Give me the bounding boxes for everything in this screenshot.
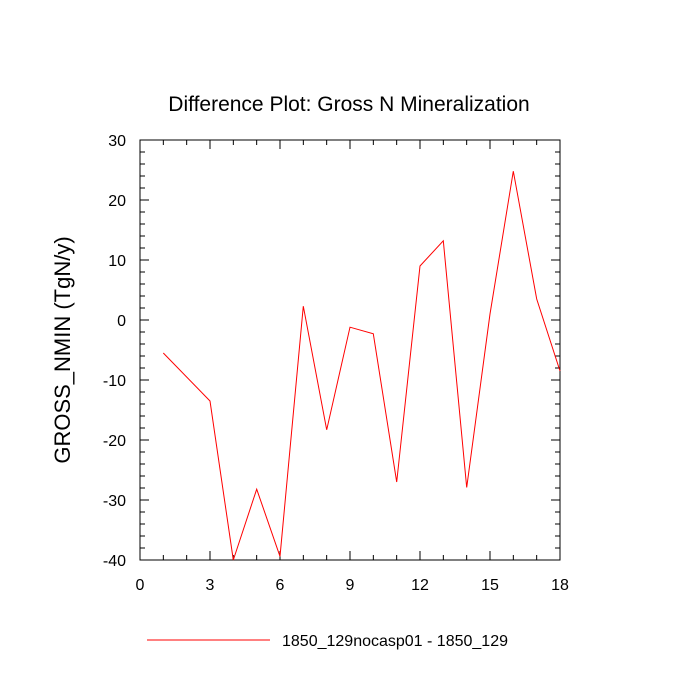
legend-label: 1850_129nocasp01 - 1850_129 xyxy=(282,633,508,650)
y-tick-label: -40 xyxy=(103,553,126,570)
y-tick-label: 10 xyxy=(108,253,126,270)
x-tick-label: 12 xyxy=(411,577,429,594)
x-tick-label: 0 xyxy=(136,577,145,594)
x-tick-label: 9 xyxy=(346,577,355,594)
x-tick-label: 3 xyxy=(206,577,215,594)
series-line-0 xyxy=(162,171,561,561)
y-tick-label: 30 xyxy=(108,133,126,150)
y-axis-label: GROSS_NMIN (TgN/y) xyxy=(50,236,75,463)
x-tick-label: 6 xyxy=(276,577,285,594)
y-tick-label: 0 xyxy=(117,313,126,330)
chart-title: Difference Plot: Gross N Mineralization xyxy=(168,93,529,116)
plot-axes: 0 3 6 9 12 15 18 -40 -30 -20 -10 0 10 20 30 xyxy=(103,133,569,594)
legend: 1850_129nocasp01 - 1850_129 xyxy=(147,633,508,650)
y-tick-label: -30 xyxy=(103,493,126,510)
x-tick-label: 18 xyxy=(551,577,569,594)
x-tick-label: 15 xyxy=(481,577,499,594)
plot-area xyxy=(162,171,561,561)
y-tick-label: 20 xyxy=(108,193,126,210)
plot-frame xyxy=(139,139,561,561)
y-tick-label: -20 xyxy=(103,433,126,450)
y-tick-label: -10 xyxy=(103,373,126,390)
